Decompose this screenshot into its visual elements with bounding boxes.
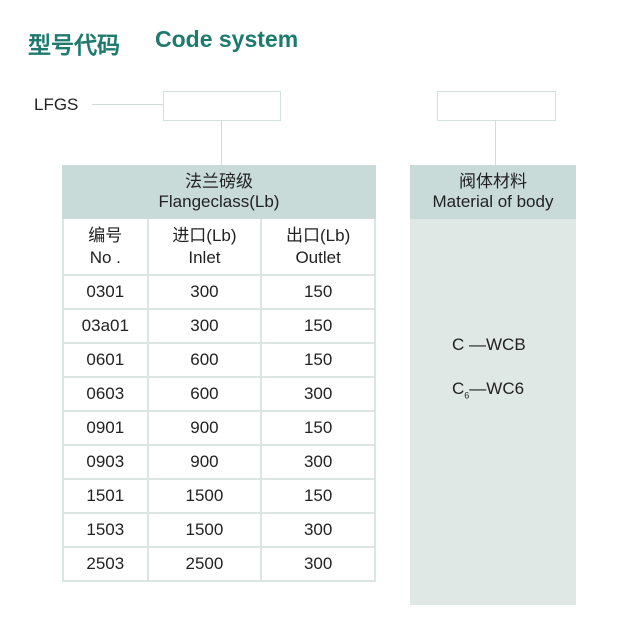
connector-line [495, 120, 496, 165]
connector-line [92, 104, 164, 105]
table-cell: 300 [260, 512, 376, 548]
table-cell: 300 [146, 308, 263, 344]
table-cell: 0603 [62, 376, 149, 412]
column-header: 出口(Lb) Outlet [260, 217, 376, 276]
material-item: C —WCB [452, 335, 526, 354]
table-cell: 1500 [146, 478, 263, 514]
table-cell: 03a01 [62, 308, 149, 344]
flange-table: 法兰磅级 Flangeclass(Lb) 编号 No . 进口(Lb) Inlet 出口(… [62, 165, 376, 582]
table-cell: 0901 [62, 410, 149, 446]
table-cell: 300 [260, 444, 376, 480]
table-row: 2503 2500 300 [62, 546, 376, 582]
table-cell: 900 [146, 444, 263, 480]
table-cell: 1503 [62, 512, 149, 548]
table-row: 0903 900 300 [62, 444, 376, 480]
table-cell: 150 [260, 478, 376, 514]
table-cell: 0903 [62, 444, 149, 480]
table-row: 1503 1500 300 [62, 512, 376, 548]
table-row: 1501 1500 150 [62, 478, 376, 514]
column-header: 编号 No . [62, 217, 149, 276]
table-row: 0901 900 150 [62, 410, 376, 446]
code-box-flange [163, 91, 281, 121]
table-cell: 1501 [62, 478, 149, 514]
table-row: 0603 600 300 [62, 376, 376, 412]
table-cell: 1500 [146, 512, 263, 548]
table-cell: 150 [260, 308, 376, 344]
material-header: 阀体材料 Material of body [410, 165, 576, 219]
table-cell: 150 [260, 274, 376, 310]
table-cell: 2500 [146, 546, 263, 582]
table-cell: 300 [146, 274, 263, 310]
code-prefix: LFGS [34, 95, 79, 114]
title-cn: 型号代码 [28, 32, 120, 58]
code-box-material [437, 91, 556, 121]
table-cell: 300 [260, 546, 376, 582]
table-cell: 0601 [62, 342, 149, 378]
table-cell: 150 [260, 342, 376, 378]
table-cell: 150 [260, 410, 376, 446]
table-row: 0601 600 150 [62, 342, 376, 378]
material-panel: 阀体材料 Material of body C —WCB C6—WC6 [410, 165, 576, 605]
material-item: C6—WC6 [452, 379, 525, 401]
table-row: 0301 300 150 [62, 274, 376, 310]
table-cell: 2503 [62, 546, 149, 582]
table-cell: 300 [260, 376, 376, 412]
table-cell: 900 [146, 410, 263, 446]
flange-header: 法兰磅级 Flangeclass(Lb) [62, 165, 376, 219]
table-cell: 0301 [62, 274, 149, 310]
table-row: 03a01 300 150 [62, 308, 376, 344]
title-en: Code system [155, 26, 299, 52]
table-cell: 600 [146, 342, 263, 378]
connector-line [221, 120, 222, 165]
table-cell: 600 [146, 376, 263, 412]
column-header: 进口(Lb) Inlet [146, 217, 263, 276]
